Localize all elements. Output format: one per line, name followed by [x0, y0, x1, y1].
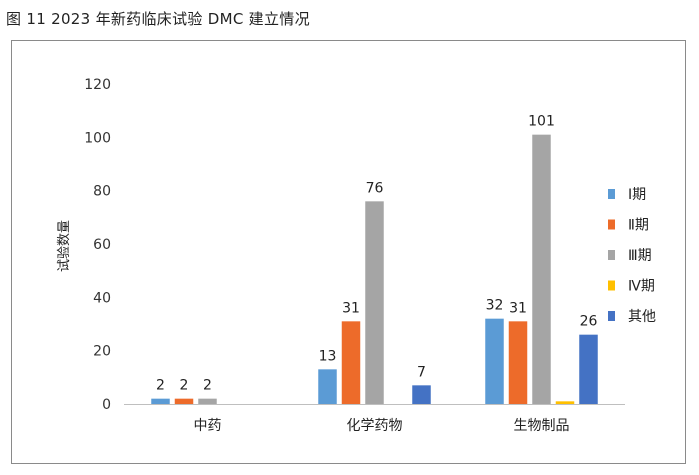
bar: [555, 401, 575, 404]
data-label: 31: [509, 300, 527, 316]
bar: [318, 369, 337, 404]
category-labels: 中药 化学药物 生物制品: [194, 418, 570, 434]
data-label: 31: [342, 300, 360, 316]
legend-label: Ⅳ期: [628, 279, 655, 295]
bar: [341, 321, 361, 404]
legend-swatch: [608, 189, 615, 199]
chart-frame: [11, 40, 686, 464]
legend-swatch: [608, 311, 615, 321]
bar: [412, 385, 431, 404]
category-label: 化学药物: [347, 418, 403, 434]
y-axis-label: 试验数量: [56, 220, 72, 272]
y-axis-ticks: 0 20 40 60 80 100 120: [84, 77, 111, 413]
bar: [151, 398, 170, 404]
y-tick-label: 40: [93, 290, 111, 306]
y-tick-label: 120: [84, 77, 111, 93]
y-tick-label: 0: [102, 397, 111, 413]
legend-swatch: [608, 219, 615, 230]
data-label: 7: [417, 364, 426, 380]
data-label: 101: [528, 114, 555, 130]
y-tick-label: 100: [84, 130, 111, 146]
category-label: 中药: [194, 418, 222, 434]
legend-label: Ⅱ期: [628, 218, 649, 234]
data-label: 32: [486, 298, 504, 314]
y-tick-label: 80: [93, 184, 111, 200]
y-tick-label: 20: [93, 344, 111, 360]
bar: [365, 201, 384, 404]
data-label: 2: [203, 378, 212, 394]
data-label: 2: [180, 378, 189, 394]
data-label: 26: [580, 314, 598, 330]
legend-label: 其他: [628, 309, 656, 325]
data-label: 13: [319, 348, 337, 364]
bar: [198, 398, 217, 404]
bar: [174, 398, 194, 404]
y-tick-label: 60: [93, 237, 111, 253]
bar: [579, 334, 598, 404]
bars: [151, 134, 598, 404]
legend-swatch: [608, 250, 615, 260]
legend-swatch: [608, 280, 615, 291]
bar: [508, 321, 528, 404]
figure-title: 图 11 2023 年新药临床试验 DMC 建立情况: [6, 10, 310, 28]
category-label: 生物制品: [514, 418, 570, 434]
data-label: 2: [156, 378, 165, 394]
bar: [532, 134, 551, 404]
legend-label: Ⅰ期: [628, 187, 646, 203]
legend-label: Ⅲ期: [628, 248, 652, 264]
bar: [485, 318, 504, 404]
data-label: 76: [366, 180, 384, 196]
